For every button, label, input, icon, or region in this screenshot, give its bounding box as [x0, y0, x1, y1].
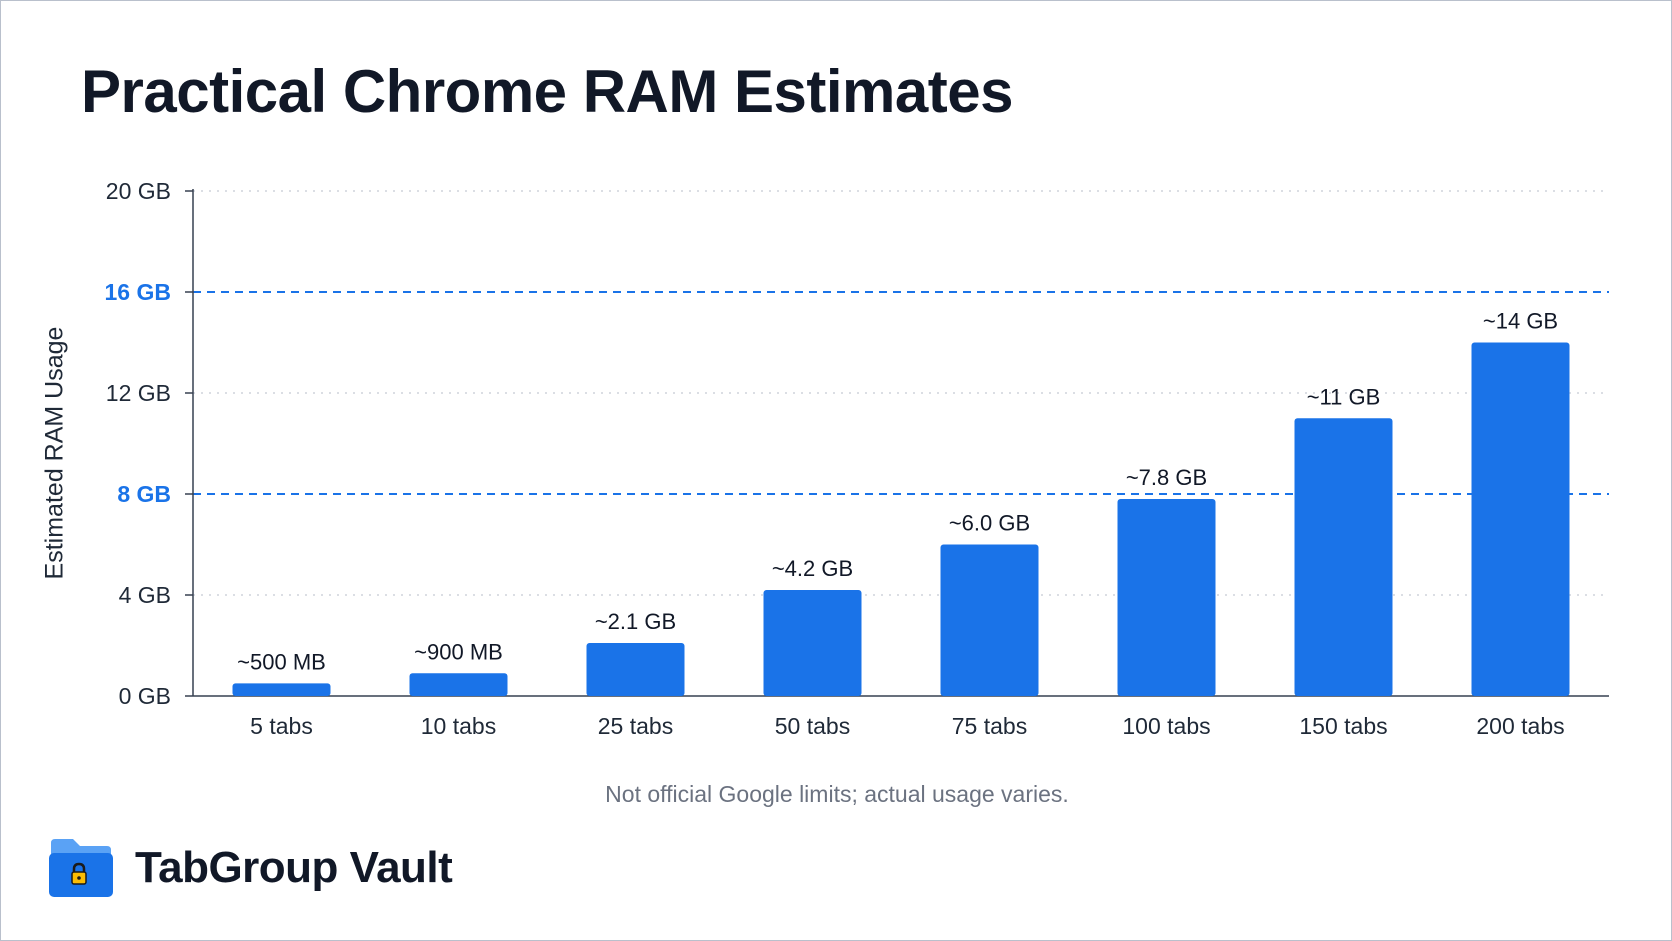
bar — [232, 683, 331, 696]
brand: TabGroup Vault — [47, 837, 453, 899]
x-tick-label: 25 tabs — [598, 713, 673, 739]
bar-chart: 0 GB 4 GB 8 GB 12 GB 16 GB 20 GB ~500 MB 5 tabs… — [105, 178, 1609, 739]
data-label: ~500 MB — [237, 649, 326, 674]
data-label: ~900 MB — [414, 639, 503, 664]
y-tick-label: 16 GB — [105, 279, 171, 305]
y-axis-title: Estimated RAM Usage — [40, 326, 69, 580]
bar — [586, 642, 685, 696]
y-tick-label: 12 GB — [106, 380, 171, 406]
data-label: ~2.1 GB — [595, 609, 676, 634]
chart-title: Practical Chrome RAM Estimates — [81, 58, 1014, 125]
data-label: ~4.2 GB — [772, 556, 853, 581]
bar — [1471, 342, 1570, 696]
bar — [1294, 418, 1393, 696]
bar — [409, 673, 508, 696]
x-tick-label: 75 tabs — [952, 713, 1027, 739]
data-label: ~11 GB — [1307, 384, 1381, 409]
bar — [763, 589, 862, 696]
bar — [1117, 499, 1216, 696]
y-tick-label: 0 GB — [119, 683, 171, 709]
x-tick-label: 100 tabs — [1122, 713, 1210, 739]
y-tick-label: 8 GB — [117, 481, 171, 507]
brand-name: TabGroup Vault — [135, 843, 453, 892]
y-tick-label: 20 GB — [106, 178, 171, 204]
data-label: ~14 GB — [1483, 309, 1558, 334]
footnote: Not official Google limits; actual usage… — [605, 781, 1069, 807]
folder-lock-icon — [49, 839, 113, 897]
x-tick-label: 200 tabs — [1476, 713, 1564, 739]
data-label: ~7.8 GB — [1126, 465, 1207, 490]
data-label: ~6.0 GB — [949, 511, 1030, 536]
x-tick-label: 5 tabs — [250, 713, 313, 739]
x-tick-label: 10 tabs — [421, 713, 496, 739]
y-tick-label: 4 GB — [119, 582, 171, 608]
bar — [940, 544, 1039, 696]
x-tick-label: 50 tabs — [775, 713, 850, 739]
x-tick-label: 150 tabs — [1299, 713, 1387, 739]
